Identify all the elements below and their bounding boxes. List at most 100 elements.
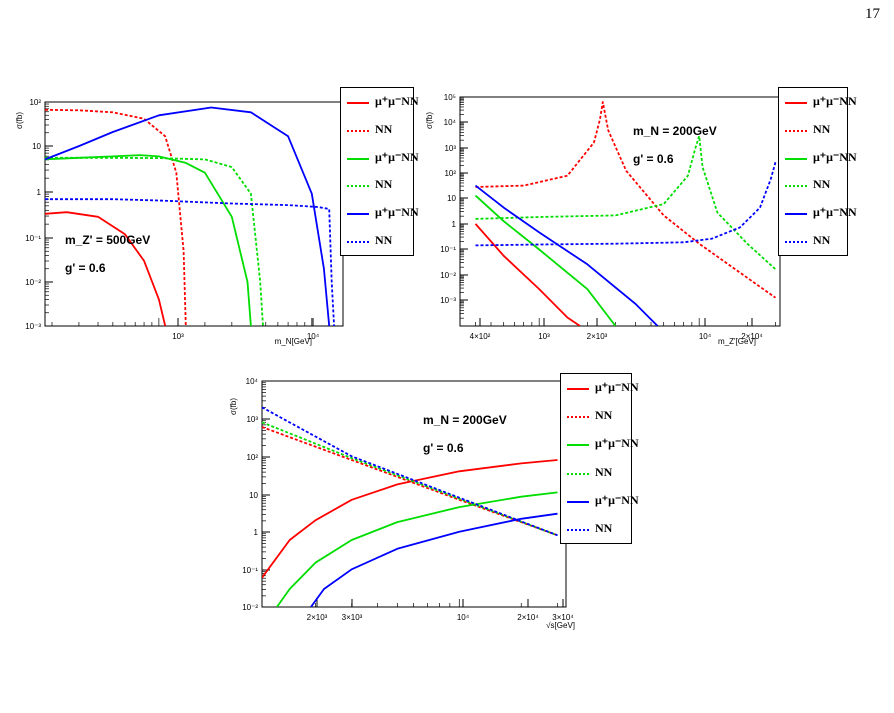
- legend-swatch: [785, 101, 807, 104]
- legend-entry: NN: [779, 229, 847, 253]
- legend-entry: μ⁺μ⁻NN: [341, 90, 419, 114]
- legend-label: NN: [375, 177, 393, 192]
- y-tick-label: 10⁻³: [25, 322, 41, 331]
- legend-entry: NN: [561, 404, 631, 428]
- y-tick-label: 1: [254, 528, 259, 537]
- legend-chart-3: μ⁺μ⁻NN NN μ⁺μ⁻NN NN μ⁺μ⁻NN NN: [560, 373, 639, 544]
- x-axis-label: m_Z'[GeV]: [718, 337, 756, 346]
- chart-3: 10⁴ 10³ 10² 10 1 10⁻¹ 10⁻² 2×10³ 3×10³ 10⁴ 2×10⁴ 3×…: [229, 377, 575, 630]
- series-line-3: [474, 194, 617, 326]
- legend-label: μ⁺μ⁻NN: [375, 93, 419, 108]
- y-tick-label: 10⁵: [444, 93, 456, 102]
- x-tick-label: 3×10⁴: [552, 613, 574, 622]
- legend-swatch: [347, 185, 369, 188]
- x-tick-label: 4×10²: [470, 332, 491, 341]
- x-tick-label: 10³: [172, 332, 184, 341]
- legend-label: μ⁺μ⁻NN: [813, 149, 857, 164]
- y-tick-label: 10⁻¹: [25, 234, 41, 243]
- series-line-2: [45, 108, 187, 326]
- legend-chart-2: μ⁺μ⁻NN NN μ⁺μ⁻NN NN μ⁺μ⁻NN NN: [778, 87, 857, 256]
- legend-entry: μ⁺μ⁻NN: [561, 376, 639, 400]
- legend-chart-1: μ⁺μ⁻NN NN μ⁺μ⁻NN NN μ⁺μ⁻NN NN: [340, 87, 419, 256]
- y-tick-label: 10⁻¹: [242, 566, 258, 575]
- y-tick-label: 10⁻³: [440, 296, 456, 305]
- series-line-2: [262, 426, 558, 537]
- legend-swatch: [785, 213, 807, 216]
- y-tick-label: 10²: [444, 169, 456, 178]
- legend-swatch: [567, 388, 589, 391]
- series-line-5: [310, 512, 558, 607]
- legend-label: NN: [813, 121, 831, 136]
- y-axis-label: σ(fb): [229, 398, 238, 415]
- y-tick-label: 1: [37, 188, 42, 197]
- series-line-4: [45, 156, 264, 326]
- x-axis-label: m_N[GeV]: [275, 337, 312, 346]
- y-tick-label: 10⁴: [444, 118, 457, 127]
- legend-label: μ⁺μ⁻NN: [813, 93, 857, 108]
- legend-swatch: [347, 157, 369, 160]
- legend-label: μ⁺μ⁻NN: [813, 205, 857, 220]
- y-tick-label: 10³: [246, 415, 258, 424]
- series-line-5: [45, 106, 331, 326]
- x-tick-label: 2×10⁴: [517, 613, 539, 622]
- y-tick-label: 10⁻¹: [440, 245, 456, 254]
- series-line-4: [475, 135, 777, 270]
- y-tick-label: 10: [249, 491, 258, 500]
- series-line-6: [475, 161, 777, 247]
- x-tick-label: 10⁴: [699, 332, 712, 341]
- x-tick-label: 2×10³: [587, 332, 608, 341]
- legend-swatch: [567, 444, 589, 447]
- chart-2: 10⁵ 10⁴ 10³ 10² 10 1 10⁻¹ 10⁻² 10⁻³ 4×10² 10³ 2×10³…: [425, 93, 781, 346]
- y-tick-label: 10⁻²: [242, 603, 258, 612]
- y-tick-label: 10⁻²: [25, 278, 41, 287]
- legend-swatch: [785, 157, 807, 160]
- legend-label: μ⁺μ⁻NN: [375, 205, 419, 220]
- legend-label: μ⁺μ⁻NN: [375, 149, 419, 164]
- y-tick-label: 10: [447, 194, 456, 203]
- y-tick-label: 10: [32, 142, 41, 151]
- chart-annotation: m_N = 200GeV: [633, 124, 717, 138]
- legend-entry: μ⁺μ⁻NN: [341, 146, 419, 170]
- legend-entry: μ⁺μ⁻NN: [561, 489, 639, 513]
- legend-swatch: [347, 241, 369, 244]
- series-line-5: [474, 184, 659, 326]
- legend-label: μ⁺μ⁻NN: [595, 380, 639, 395]
- series-line-1: [474, 223, 581, 326]
- legend-entry: μ⁺μ⁻NN: [779, 146, 857, 170]
- series-line-6: [262, 406, 558, 537]
- plot-frame: [44, 101, 344, 327]
- legend-label: NN: [595, 520, 613, 535]
- legend-entry: NN: [341, 229, 413, 253]
- x-axis-label: √s[GeV]: [546, 621, 575, 630]
- legend-swatch: [347, 101, 369, 104]
- legend-entry: NN: [561, 517, 631, 541]
- legend-label: μ⁺μ⁻NN: [595, 492, 639, 507]
- x-tick-label: 10⁴: [457, 613, 470, 622]
- y-tick-label: 10⁻²: [440, 271, 456, 280]
- legend-swatch: [347, 213, 369, 216]
- x-tick-label: 2×10³: [307, 613, 328, 622]
- chart-annotation: g' = 0.6: [633, 152, 674, 166]
- legend-swatch: [347, 129, 369, 132]
- legend-entry: NN: [779, 118, 847, 142]
- series-line-1: [45, 211, 167, 326]
- legend-label: NN: [813, 177, 831, 192]
- x-tick-label: 3×10³: [342, 613, 363, 622]
- legend-swatch: [567, 500, 589, 503]
- series-line-2: [475, 101, 777, 299]
- y-tick-label: 10⁴: [246, 377, 259, 386]
- y-axis-label: σ(fb): [15, 112, 24, 129]
- legend-label: NN: [595, 464, 613, 479]
- y-axis-label: σ(fb): [425, 112, 434, 129]
- legend-label: NN: [813, 233, 831, 248]
- legend-swatch: [567, 528, 589, 531]
- legend-label: NN: [375, 233, 393, 248]
- plot-frame: [261, 380, 567, 608]
- chart-annotation: g' = 0.6: [65, 261, 106, 275]
- y-tick-label: 10²: [29, 98, 41, 107]
- legend-label: NN: [375, 121, 393, 136]
- legend-entry: μ⁺μ⁻NN: [779, 201, 857, 225]
- y-tick-label: 10²: [246, 453, 258, 462]
- x-tick-label: 10³: [538, 332, 550, 341]
